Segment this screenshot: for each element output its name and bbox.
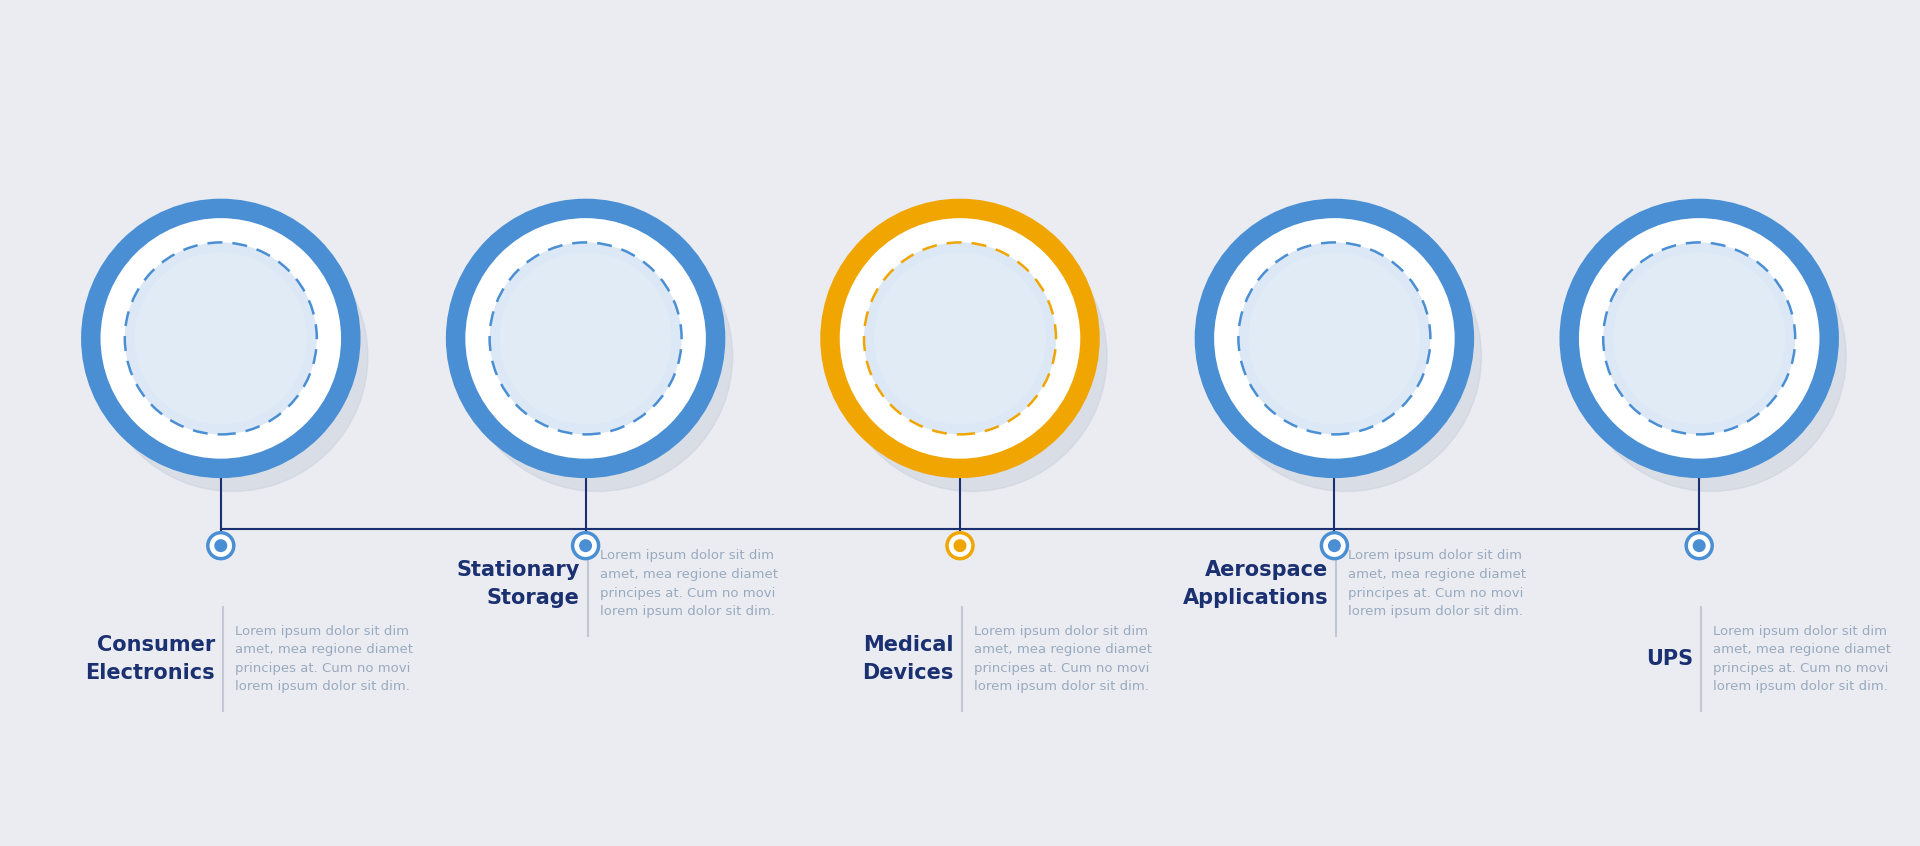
Circle shape [837,222,1108,492]
Circle shape [1321,533,1348,558]
Circle shape [1204,208,1465,469]
Circle shape [874,252,1046,425]
Circle shape [90,208,351,469]
Circle shape [98,222,369,492]
Circle shape [1613,252,1786,425]
Circle shape [134,252,307,425]
Circle shape [215,539,227,552]
Text: Lorem ipsum dolor sit dim
amet, mea regione diamet
principes at. Cum no movi
lor: Lorem ipsum dolor sit dim amet, mea regi… [973,624,1152,693]
Circle shape [1329,539,1340,552]
Text: Aerospace
Applications: Aerospace Applications [1183,560,1329,607]
Circle shape [207,533,234,558]
Circle shape [490,243,682,434]
Circle shape [499,252,672,425]
Circle shape [1693,539,1705,552]
Circle shape [864,243,1056,434]
Circle shape [1248,252,1421,425]
Circle shape [1212,222,1482,492]
Circle shape [1686,533,1713,558]
Text: UPS: UPS [1645,649,1693,668]
Circle shape [1603,243,1795,434]
Circle shape [1576,222,1847,492]
Circle shape [1238,243,1430,434]
Text: Lorem ipsum dolor sit dim
amet, mea regione diamet
principes at. Cum no movi
lor: Lorem ipsum dolor sit dim amet, mea regi… [1713,624,1891,693]
Circle shape [125,243,317,434]
Circle shape [1569,208,1830,469]
Circle shape [829,208,1091,469]
Text: Lorem ipsum dolor sit dim
amet, mea regione diamet
principes at. Cum no movi
lor: Lorem ipsum dolor sit dim amet, mea regi… [234,624,413,693]
Circle shape [572,533,599,558]
Circle shape [580,539,591,552]
Text: Medical
Devices: Medical Devices [862,634,954,683]
Circle shape [463,222,733,492]
Text: Stationary
Storage: Stationary Storage [457,560,580,607]
Circle shape [455,208,716,469]
Circle shape [954,539,966,552]
Circle shape [947,533,973,558]
Text: Consumer
Electronics: Consumer Electronics [84,634,215,683]
Text: Lorem ipsum dolor sit dim
amet, mea regione diamet
principes at. Cum no movi
lor: Lorem ipsum dolor sit dim amet, mea regi… [1348,550,1526,618]
Text: Lorem ipsum dolor sit dim
amet, mea regione diamet
principes at. Cum no movi
lor: Lorem ipsum dolor sit dim amet, mea regi… [599,550,778,618]
